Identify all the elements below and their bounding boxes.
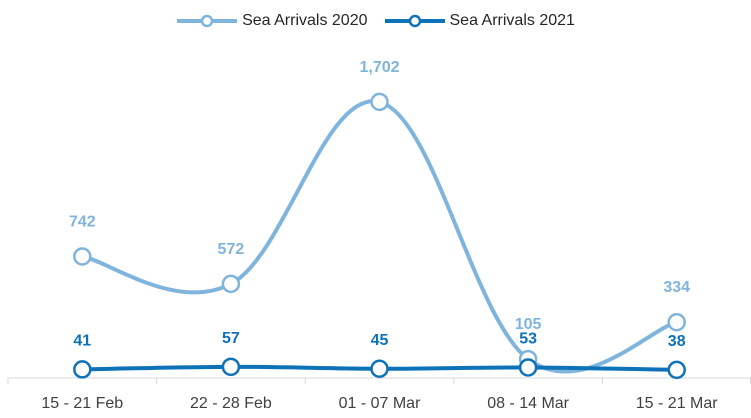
data-point-2021 bbox=[221, 357, 241, 377]
data-label-2021: 41 bbox=[73, 332, 91, 349]
x-tick-label: 22 - 28 Feb bbox=[190, 395, 272, 412]
legend-swatch-2020 bbox=[177, 14, 238, 28]
legend-swatch-2021 bbox=[384, 14, 445, 28]
chart-legend: Sea Arrivals 2020 Sea Arrivals 2021 bbox=[0, 8, 751, 34]
legend-label-2021: Sea Arrivals 2021 bbox=[449, 12, 575, 29]
x-tick-label: 15 - 21 Mar bbox=[636, 395, 718, 412]
legend-marker-2020 bbox=[200, 14, 214, 28]
data-point-2020 bbox=[667, 312, 686, 332]
data-point-2020 bbox=[221, 274, 241, 294]
legend-item-2020: Sea Arrivals 2020 bbox=[176, 12, 368, 30]
data-point-2021 bbox=[518, 358, 538, 377]
data-label-2021: 53 bbox=[519, 330, 537, 347]
legend-marker-2021 bbox=[408, 14, 421, 28]
data-label-2021: 45 bbox=[371, 332, 389, 349]
data-point-2021 bbox=[667, 360, 686, 380]
data-label-2021: 57 bbox=[222, 330, 240, 347]
data-label-2021: 38 bbox=[668, 333, 686, 350]
data-label-2020: 742 bbox=[69, 213, 96, 230]
x-tick-label: 15 - 21 Feb bbox=[41, 395, 123, 412]
x-tick-label: 01 - 07 Mar bbox=[339, 395, 421, 412]
data-point-2021 bbox=[370, 359, 389, 379]
data-label-2020: 572 bbox=[218, 241, 245, 258]
legend-label-2020: Sea Arrivals 2020 bbox=[242, 12, 368, 29]
data-label-2020: 1,702 bbox=[359, 59, 399, 76]
data-label-2020: 105 bbox=[515, 316, 542, 333]
data-label-2020: 334 bbox=[663, 279, 690, 296]
data-point-2020 bbox=[370, 92, 389, 112]
legend-item-2021: Sea Arrivals 2021 bbox=[384, 12, 575, 30]
data-point-2021 bbox=[73, 360, 92, 379]
data-point-2020 bbox=[73, 247, 92, 266]
x-tick-label: 08 - 14 Mar bbox=[487, 395, 569, 412]
